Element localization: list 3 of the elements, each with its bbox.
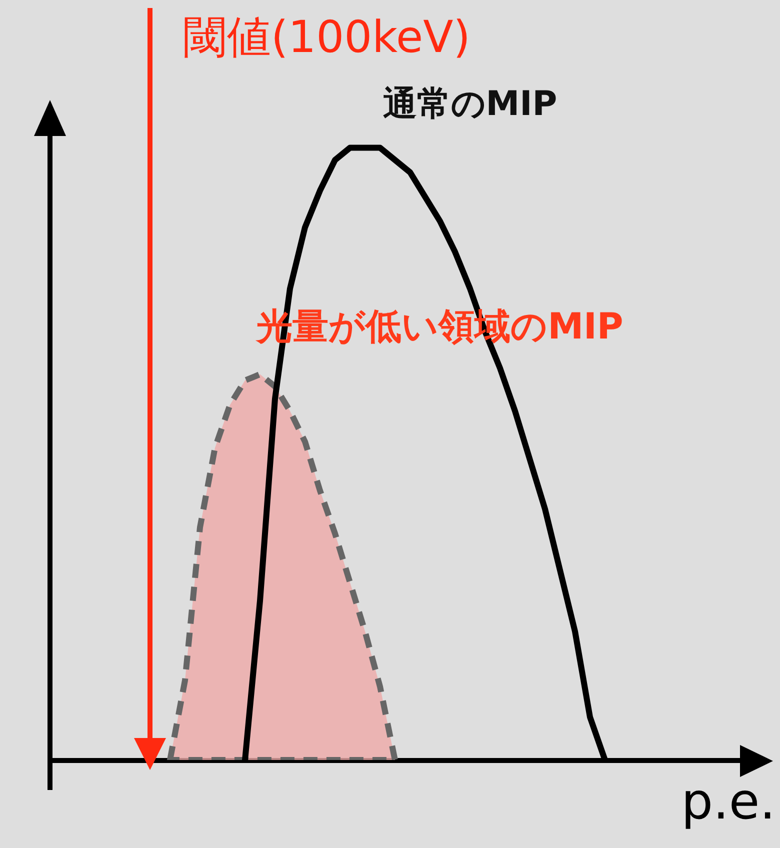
x-axis-title: p.e. [681, 772, 776, 830]
text: 閾値(100keV) [183, 11, 470, 65]
series-label: 通常のMIP [382, 84, 558, 124]
